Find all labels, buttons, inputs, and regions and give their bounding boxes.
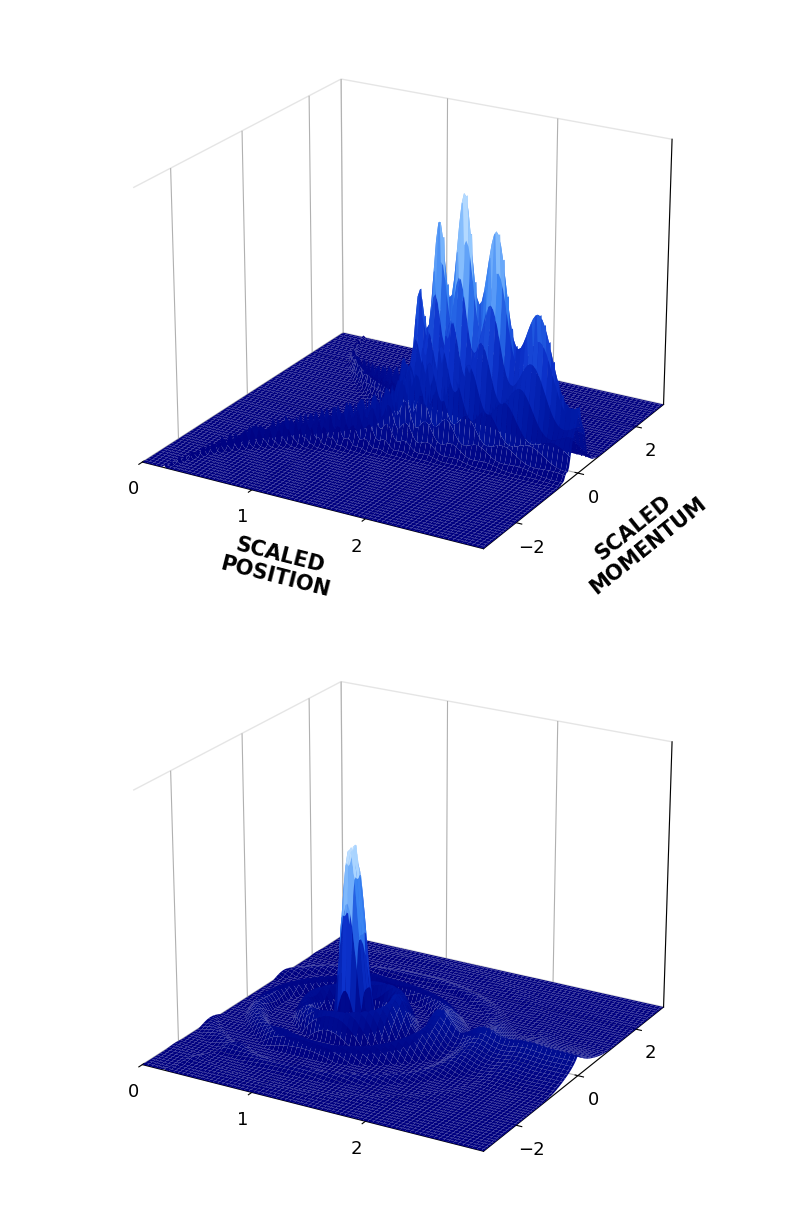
Y-axis label: SCALED
MOMENTUM: SCALED MOMENTUM [571,475,710,599]
X-axis label: SCALED
POSITION: SCALED POSITION [218,531,338,601]
